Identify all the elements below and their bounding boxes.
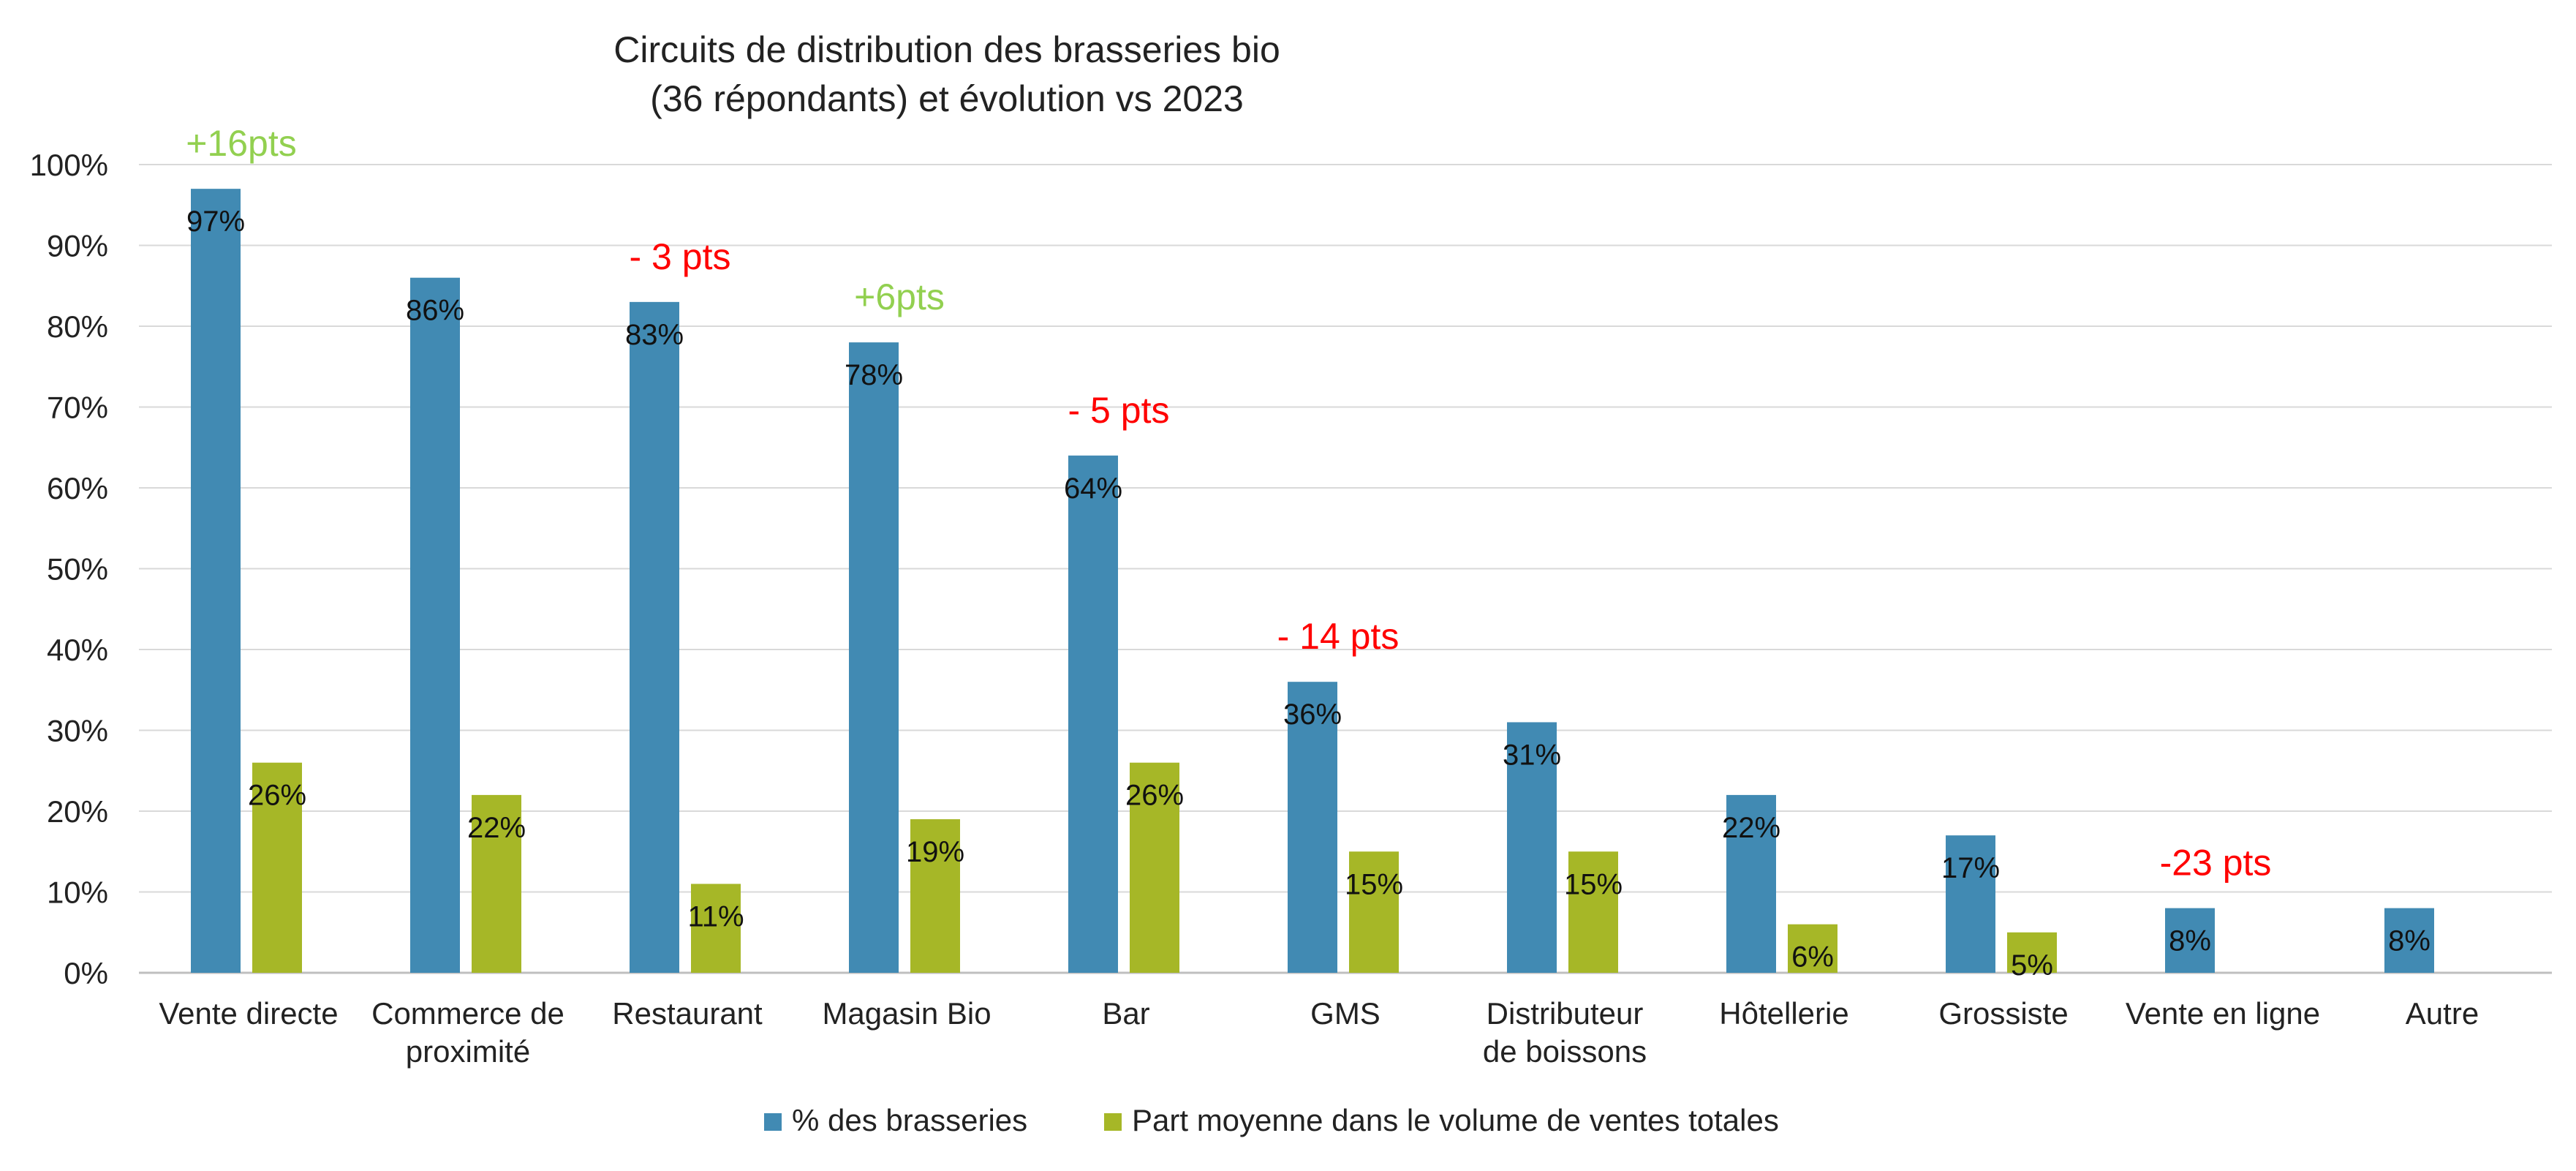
category-label: Grossiste — [1938, 996, 2068, 1031]
bar-series-1 — [1946, 835, 1995, 973]
category-label: Magasin Bio — [822, 996, 991, 1031]
bar-series-2 — [1130, 762, 1179, 973]
category-label: Vente directe — [159, 996, 338, 1031]
gridlines — [139, 164, 2552, 974]
chart-title-line-2: (36 répondants) et évolution vs 2023 — [650, 78, 1244, 119]
data-label: 26% — [248, 780, 306, 812]
data-label: 83% — [625, 319, 684, 351]
y-tick-label: 50% — [47, 552, 108, 587]
legend-label: Part moyenne dans le volume de ventes to… — [1132, 1103, 1779, 1137]
bar-series-2 — [1349, 851, 1399, 973]
y-tick-label: 70% — [47, 391, 108, 425]
bar-series-2 — [691, 884, 741, 973]
evolution-annotation: - 14 pts — [1277, 616, 1400, 657]
data-label: 8% — [2169, 925, 2211, 957]
data-label: 5% — [2011, 949, 2053, 982]
bar-series-1 — [1068, 455, 1118, 973]
bar-series-1 — [410, 277, 460, 973]
bar-series-2 — [1788, 924, 1837, 973]
category-label: Commerce de — [371, 996, 564, 1031]
y-tick-label: 20% — [47, 794, 108, 829]
data-label: 64% — [1064, 472, 1122, 505]
data-label: 78% — [845, 359, 903, 391]
data-label: 31% — [1503, 739, 1561, 771]
data-label: 17% — [1941, 852, 2000, 884]
bar-series-1 — [2165, 908, 2215, 973]
data-label: 8% — [2388, 925, 2430, 957]
data-label: 86% — [406, 295, 464, 327]
legend-label: % des brasseries — [792, 1103, 1027, 1137]
category-label: Autre — [2406, 996, 2479, 1031]
bar-series-1 — [630, 301, 679, 974]
bar-series-1 — [849, 342, 899, 974]
data-label: 19% — [906, 836, 964, 868]
annotations: +16pts - 3 pts +6pts - 5 pts - 14 pts -23 pts — [186, 123, 2271, 883]
data-label: 22% — [467, 812, 526, 844]
category-label: Hôtellerie — [1719, 996, 1848, 1031]
data-labels: 97% 86% 83% 78% 64% 36% 31% 22% 17% 8% 8% 26% 22% 11%… — [186, 206, 2430, 982]
bar-series-2 — [1568, 851, 1618, 973]
evolution-annotation: -23 pts — [2160, 843, 2272, 884]
bar-series-2 — [910, 819, 960, 973]
chart-title-line-1: Circuits de distribution des brasseries … — [613, 29, 1280, 70]
category-label: Restaurant — [612, 996, 763, 1031]
category-label: Vente en ligne — [2126, 996, 2320, 1031]
data-label: 15% — [1345, 868, 1403, 900]
y-tick-label: 60% — [47, 471, 108, 505]
y-axis-ticks: 0% 10% 20% 30% 40% 50% 60% 70% 80% 90% 100% — [30, 148, 108, 990]
category-label: proximité — [406, 1034, 530, 1069]
category-label: GMS — [1310, 996, 1380, 1031]
bar-series-2 — [472, 794, 521, 973]
category-label: de boissons — [1483, 1034, 1647, 1069]
category-label: Bar — [1102, 996, 1149, 1031]
data-label: 26% — [1125, 780, 1184, 812]
data-label: 22% — [1722, 812, 1780, 844]
chart-title: Circuits de distribution des brasseries … — [613, 29, 1280, 119]
legend-swatch — [764, 1113, 782, 1131]
bar-series-1 — [1726, 794, 1776, 973]
bar-series-2 — [2007, 932, 2057, 973]
legend: % des brasseries Part moyenne dans le vol… — [764, 1103, 1779, 1137]
data-label: 15% — [1564, 868, 1623, 900]
y-tick-label: 40% — [47, 633, 108, 667]
evolution-annotation: - 5 pts — [1068, 390, 1170, 431]
y-tick-label: 80% — [47, 309, 108, 344]
y-tick-label: 90% — [47, 229, 108, 263]
y-tick-label: 0% — [64, 956, 108, 990]
bar-series-1 — [1288, 682, 1337, 973]
data-label: 11% — [687, 900, 744, 933]
data-label: 97% — [186, 206, 245, 238]
evolution-annotation: +16pts — [186, 123, 297, 164]
y-tick-label: 10% — [47, 876, 108, 910]
evolution-annotation: - 3 pts — [630, 236, 731, 277]
bar-series-1 — [1507, 722, 1557, 973]
y-tick-label: 100% — [30, 148, 108, 182]
data-label: 6% — [1791, 941, 1834, 974]
data-label: 36% — [1283, 699, 1342, 731]
evolution-annotation: +6pts — [854, 276, 945, 317]
bar-series-1 — [191, 189, 241, 973]
category-label: Distributeur — [1487, 996, 1644, 1031]
bar-series-1 — [2384, 908, 2434, 973]
legend-swatch — [1104, 1113, 1122, 1131]
y-tick-label: 30% — [47, 714, 108, 748]
bar-series-2 — [252, 762, 302, 973]
bars — [191, 189, 2434, 974]
